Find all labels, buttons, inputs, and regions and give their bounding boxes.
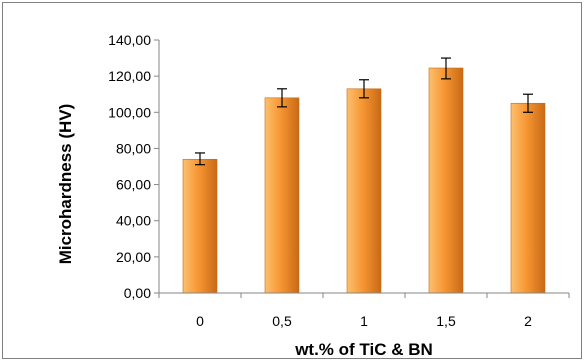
error-bar-4	[523, 93, 533, 113]
y-tick-label: 0,00	[124, 285, 151, 301]
y-axis-title: Microhardness (HV)	[56, 104, 75, 265]
bar-1	[264, 97, 300, 294]
x-tick-label: 0	[196, 313, 204, 329]
bar-3	[428, 67, 464, 294]
error-bar-3	[441, 57, 451, 80]
x-tick-label: 0,5	[272, 313, 292, 329]
y-tick-label: 20,00	[116, 249, 151, 265]
bar-4	[510, 102, 546, 294]
bar-2	[346, 88, 382, 294]
y-tick-label: 120,00	[108, 68, 151, 84]
axes-layer	[154, 39, 570, 298]
labels-layer: 0,00 20,00 40,00 60,00 80,00 100,00 120,00 140,…	[108, 32, 532, 329]
error-bar-1	[277, 88, 287, 108]
bars-layer	[182, 57, 546, 294]
x-axis-title: wt.% of TiC & BN	[294, 340, 433, 359]
y-tick-label: 60,00	[116, 177, 151, 193]
y-tick-label: 140,00	[108, 32, 151, 48]
y-tick-label: 80,00	[116, 140, 151, 156]
error-bar-2	[359, 79, 369, 99]
x-tick-label: 1	[360, 313, 368, 329]
x-tick-label: 2	[524, 313, 532, 329]
y-tick-label: 40,00	[116, 213, 151, 229]
y-tick-label: 100,00	[108, 104, 151, 120]
error-bar-0	[195, 152, 205, 166]
x-tick-label: 1,5	[436, 313, 456, 329]
bar-0	[182, 158, 218, 294]
